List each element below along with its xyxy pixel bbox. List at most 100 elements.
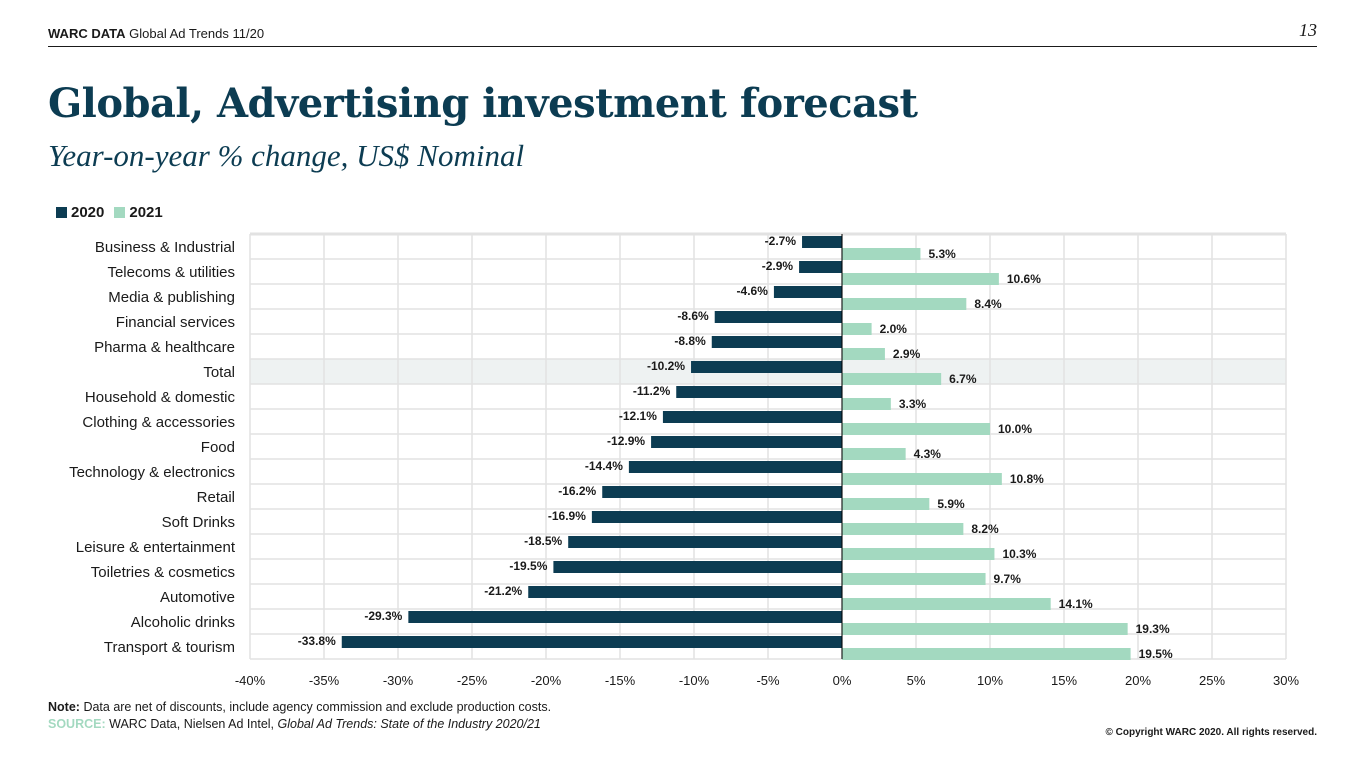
bar-2021 <box>842 298 967 310</box>
data-label-2021: 19.3% <box>1136 622 1170 636</box>
x-tick-label: -10% <box>679 673 710 688</box>
page-number: 13 <box>1299 20 1317 40</box>
data-label-2020: -21.2% <box>484 584 522 598</box>
data-label-2020: -2.7% <box>765 234 797 248</box>
category-label: Business & Industrial <box>95 239 235 256</box>
bar-2020 <box>528 586 842 598</box>
data-label-2021: 2.9% <box>893 347 921 361</box>
bar-2020 <box>553 561 842 573</box>
bar-2020 <box>711 336 842 348</box>
bar-2021 <box>842 423 990 435</box>
data-label-2020: -8.6% <box>677 309 709 323</box>
bar-2020 <box>799 261 842 273</box>
data-label-2020: -16.2% <box>558 484 596 498</box>
bar-2020 <box>651 436 842 448</box>
bar-2021 <box>842 498 930 510</box>
x-tick-label: 15% <box>1051 673 1077 688</box>
bar-2020 <box>676 386 842 398</box>
x-tick-label: -5% <box>756 673 780 688</box>
category-label: Alcoholic drinks <box>131 614 235 631</box>
data-label-2021: 10.6% <box>1007 272 1041 286</box>
category-label: Clothing & accessories <box>82 414 235 431</box>
data-label-2020: -14.4% <box>585 459 623 473</box>
data-label-2021: 19.5% <box>1139 647 1173 661</box>
x-tick-label: -35% <box>309 673 340 688</box>
data-label-2021: 8.2% <box>971 522 999 536</box>
data-label-2021: 3.3% <box>899 397 927 411</box>
bar-2020 <box>714 311 842 323</box>
data-label-2020: -16.9% <box>548 509 586 523</box>
data-label-2020: -4.6% <box>737 284 769 298</box>
legend-swatch-2021 <box>114 207 126 218</box>
category-label: Technology & electronics <box>69 464 235 481</box>
x-tick-label: -15% <box>605 673 636 688</box>
chart-legend: 2020 2021 <box>56 204 169 221</box>
bar-2021 <box>842 473 1002 485</box>
x-tick-label: 20% <box>1125 673 1151 688</box>
category-label: Transport & tourism <box>104 639 235 656</box>
category-label: Pharma & healthcare <box>94 339 235 356</box>
data-label-2020: -10.2% <box>647 359 685 373</box>
data-label-2020: -33.8% <box>298 634 336 648</box>
chart-footnote: Note: Data are net of discounts, include… <box>48 699 551 733</box>
source-line: SOURCE: WARC Data, Nielsen Ad Intel, Glo… <box>48 716 551 733</box>
bar-2021 <box>842 623 1128 635</box>
source-title: Global Ad Trends: State of the Industry … <box>277 717 541 731</box>
header-divider <box>48 46 1317 47</box>
bar-2021 <box>842 398 891 410</box>
data-label-2020: -2.9% <box>762 259 794 273</box>
bar-2020 <box>408 611 842 623</box>
legend-item-2020: 2020 <box>56 204 104 221</box>
legend-label-2020: 2020 <box>71 204 105 221</box>
category-label: Leisure & entertainment <box>76 539 236 556</box>
bar-2020 <box>628 461 842 473</box>
bar-2020 <box>591 511 842 523</box>
bar-2021 <box>842 523 964 535</box>
data-label-2020: -11.2% <box>633 384 671 398</box>
data-label-2021: 10.8% <box>1010 472 1044 486</box>
bar-2020 <box>691 361 842 373</box>
bar-2020 <box>662 411 842 423</box>
data-label-2021: 10.0% <box>998 422 1032 436</box>
x-tick-label: -30% <box>383 673 414 688</box>
category-label: Food <box>201 439 235 456</box>
bar-2020 <box>802 236 842 248</box>
category-label: Total <box>203 364 235 381</box>
legend-swatch-2020 <box>56 207 67 218</box>
data-label-2021: 14.1% <box>1059 597 1093 611</box>
data-label-2020: -12.1% <box>619 409 657 423</box>
note-line: Note: Data are net of discounts, include… <box>48 699 551 716</box>
legend-label-2021: 2021 <box>129 204 163 221</box>
publication-name: Global Ad Trends 11/20 <box>129 26 265 41</box>
brand-name: WARC DATA <box>48 26 126 41</box>
note-text: Data are net of discounts, include agenc… <box>83 700 552 714</box>
bar-2021 <box>842 548 995 560</box>
data-label-2020: -12.9% <box>607 434 645 448</box>
bar-2021 <box>842 273 999 285</box>
data-label-2021: 6.7% <box>949 372 977 386</box>
data-label-2020: -18.5% <box>524 534 562 548</box>
data-label-2021: 5.9% <box>937 497 965 511</box>
data-label-2021: 4.3% <box>914 447 942 461</box>
bar-2021 <box>842 648 1131 660</box>
category-label: Automotive <box>160 589 235 606</box>
bar-2021 <box>842 248 921 260</box>
page-title: Global, Advertising investment forecast <box>48 80 918 127</box>
category-label: Retail <box>197 489 235 506</box>
x-tick-label: -40% <box>235 673 266 688</box>
copyright-notice: © Copyright WARC 2020. All rights reserv… <box>1105 727 1318 738</box>
category-label: Toiletries & cosmetics <box>91 564 235 581</box>
x-tick-label: 5% <box>907 673 926 688</box>
data-label-2021: 10.3% <box>1002 547 1036 561</box>
bar-2021 <box>842 323 872 335</box>
data-label-2021: 8.4% <box>974 297 1002 311</box>
x-tick-label: 30% <box>1273 673 1299 688</box>
x-tick-label: 10% <box>977 673 1003 688</box>
x-tick-label: 0% <box>833 673 852 688</box>
bar-2021 <box>842 348 885 360</box>
data-label-2021: 5.3% <box>928 247 956 261</box>
legend-item-2021: 2021 <box>114 204 163 221</box>
x-tick-label: 25% <box>1199 673 1225 688</box>
category-label: Soft Drinks <box>162 514 235 531</box>
